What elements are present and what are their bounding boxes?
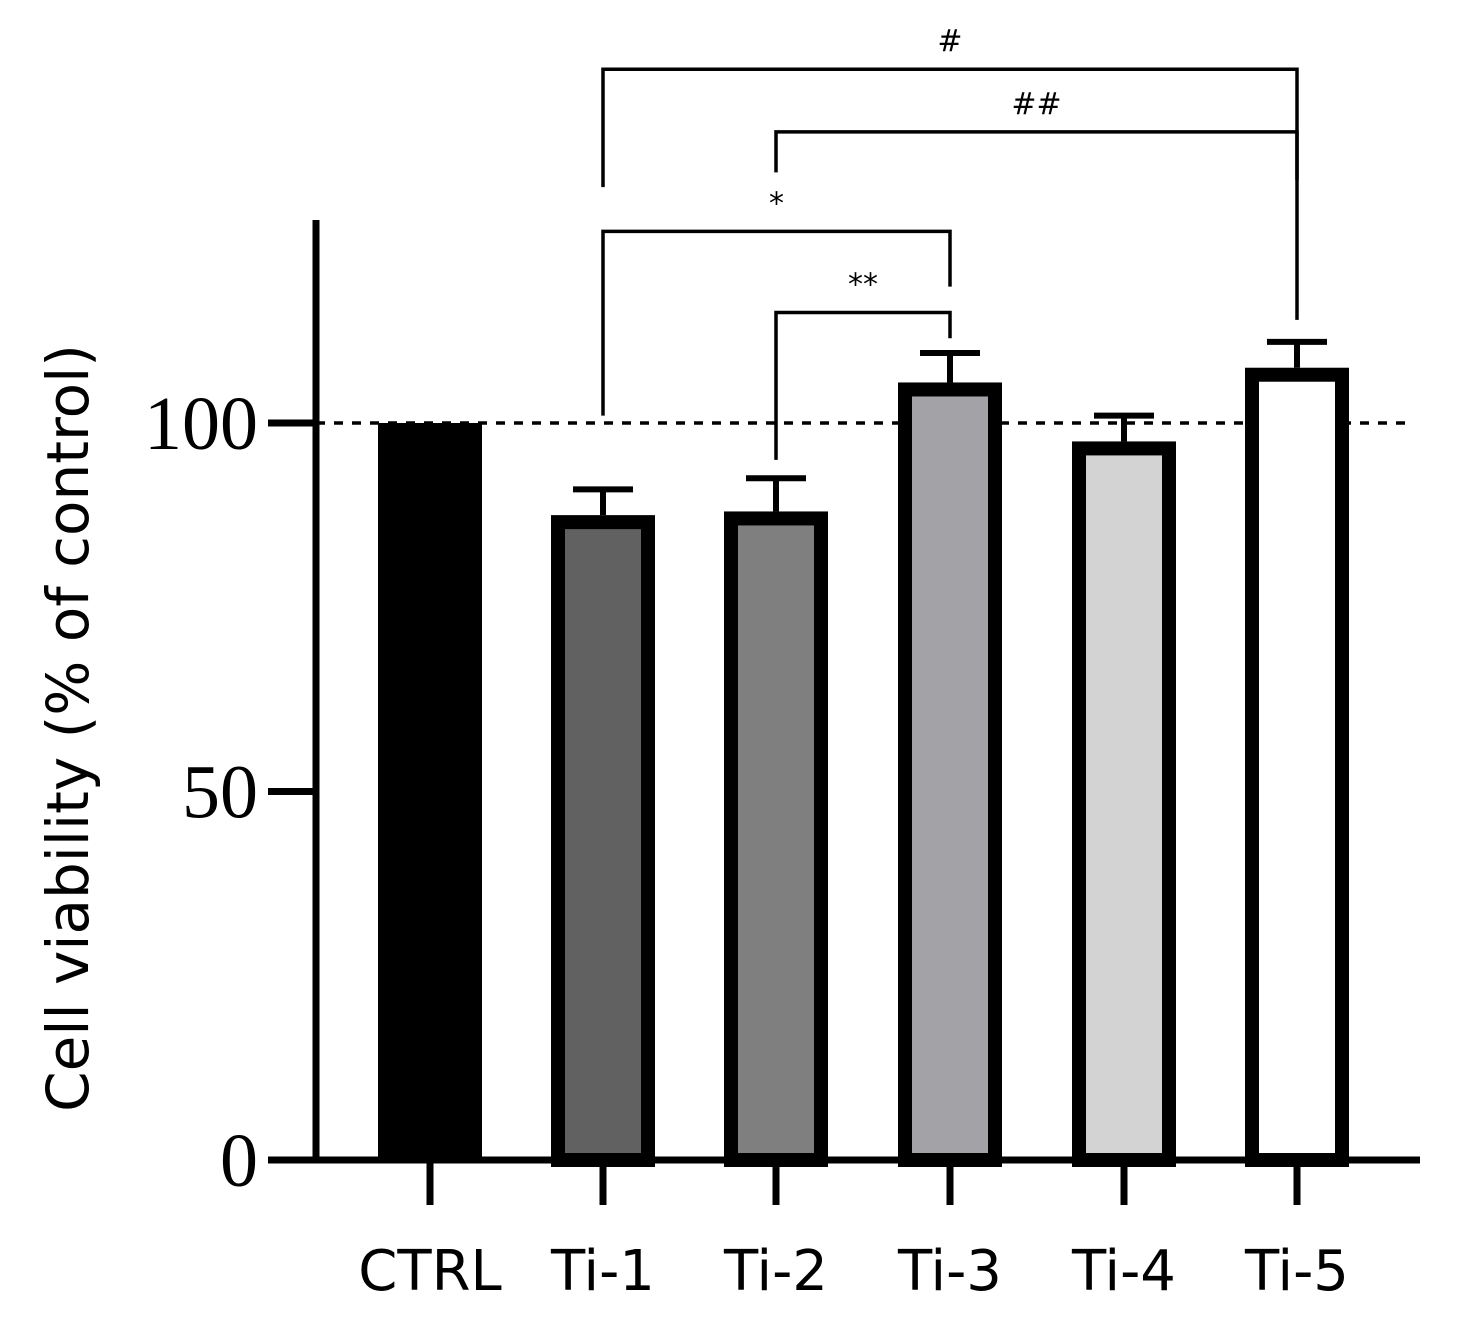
x-tick-label-ti-4: Ti-4 — [1071, 1239, 1176, 1304]
significance-bracket-1 — [601, 67, 1299, 188]
y-axis-title: Cell viability (% of control) — [34, 344, 102, 1112]
significance-bracket-2 — [774, 130, 1299, 320]
significance-bracket-4 — [774, 310, 952, 460]
error-bars-layer — [573, 338, 1327, 516]
bar-ti-3 — [898, 382, 1002, 1167]
x-tick-label-ti-5: Ti-5 — [1244, 1239, 1349, 1304]
x-tick-label-ctrl: CTRL — [358, 1239, 501, 1304]
y-tick-label-100: 100 — [144, 382, 258, 466]
x-tick-label-ti-1: Ti-1 — [550, 1239, 655, 1304]
significance-layer: ###*** — [601, 24, 1299, 460]
significance-label-4: ** — [848, 267, 878, 302]
significance-bracket-3 — [601, 229, 952, 416]
significance-label-1: # — [937, 24, 962, 59]
bar-ti-1 — [551, 515, 655, 1167]
significance-label-2: ## — [1011, 87, 1061, 122]
bar-ctrl — [378, 423, 482, 1160]
x-tick-label-ti-2: Ti-2 — [723, 1239, 828, 1304]
significance-label-3: * — [769, 186, 784, 221]
axes-layer: 0 50 100 CTRL Ti-1 Ti-2 Ti-3 Ti-4 Ti-5 — [144, 220, 1420, 1304]
bars-layer — [378, 367, 1349, 1168]
bar-ti-5 — [1245, 367, 1349, 1168]
bar-ti-2 — [724, 511, 828, 1167]
y-tick-label-50: 50 — [182, 751, 258, 835]
x-tick-label-ti-3: Ti-3 — [897, 1239, 1002, 1304]
y-tick-label-0: 0 — [220, 1119, 258, 1203]
bar-ti-4 — [1072, 441, 1176, 1167]
